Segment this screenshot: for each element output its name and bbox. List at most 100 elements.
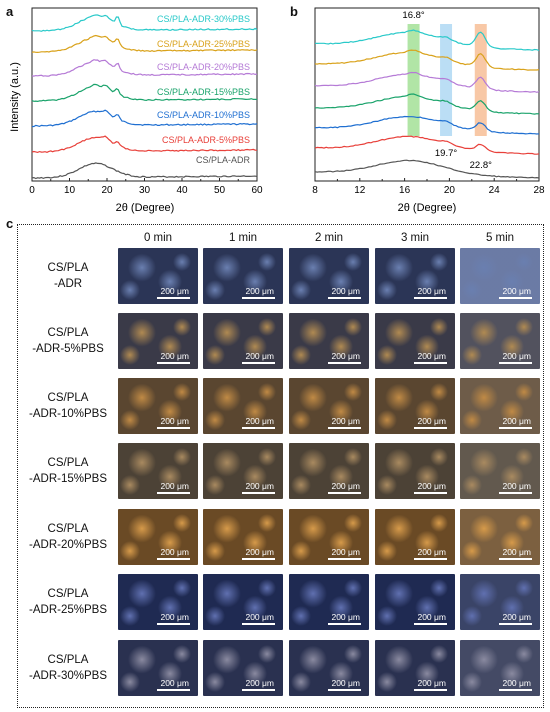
micrograph-image: 200 μm (460, 640, 540, 696)
micrograph-image: 200 μm (118, 443, 198, 499)
scale-bar (242, 558, 275, 560)
chart-b-series-line (314, 159, 540, 179)
column-header: 0 min (143, 232, 173, 244)
scale-bar (242, 623, 275, 625)
scale-bar-label: 200 μm (160, 416, 189, 426)
chart-b-highlight-band (474, 24, 487, 136)
micrograph-image: 200 μm (375, 509, 455, 565)
micrograph-image: 200 μm (375, 640, 455, 696)
micrograph-image: 200 μm (289, 313, 369, 369)
chart-a-legend-label: CS/PLA-ADR-25%PBS (157, 39, 250, 49)
chart-a-series-line (31, 34, 258, 54)
micrograph-image: 200 μm (289, 248, 369, 304)
chart-b-xtick-label: 16 (399, 185, 411, 196)
scale-bar (499, 492, 532, 494)
scale-bar (242, 297, 275, 299)
scale-bar (328, 623, 361, 625)
scale-bar-label: 200 μm (160, 547, 189, 557)
chart-b-series-line (314, 71, 540, 93)
sample-row-label: CS/PLA -ADR-5%PBS (32, 327, 104, 355)
chart-a-xtick-label: 0 (29, 185, 35, 196)
micrograph-image: 200 μm (203, 248, 283, 304)
micrograph-image: 200 μm (375, 378, 455, 434)
scale-bar (328, 689, 361, 691)
scale-bar-label: 200 μm (160, 678, 189, 688)
chart-a-series-line (31, 83, 258, 103)
xrd-chart-b: 8 12 16 20 24 28 16.8° 19.7° 22.8° 2θ (Degree) (312, 7, 545, 214)
scale-bar (242, 362, 275, 364)
micrograph-image: 200 μm (203, 378, 283, 434)
scale-bar (157, 492, 190, 494)
micrograph-image: 200 μm (203, 313, 283, 369)
chart-b-annotation: 19.7° (435, 148, 457, 159)
micrograph-grid-frame (17, 224, 544, 708)
column-header: 3 min (400, 232, 430, 244)
micrograph-image: 200 μm (203, 640, 283, 696)
micrograph-image: 200 μm (203, 574, 283, 630)
scale-bar-label: 200 μm (417, 416, 446, 426)
micrograph-image: 200 μm (460, 574, 540, 630)
chart-a-xlabel: 2θ (Degree) (116, 202, 175, 214)
micrograph-image: 200 μm (460, 378, 540, 434)
scale-bar-label: 200 μm (331, 286, 360, 296)
sample-row-label: CS/PLA -ADR-20%PBS (29, 523, 107, 551)
chart-a-legend-label: CS/PLA-ADR (196, 155, 251, 165)
scale-bar-label: 200 μm (160, 351, 189, 361)
chart-a-ylabel: Intensity (a.u.) (9, 62, 21, 132)
chart-a-legend-label: CS/PLA-ADR-5%PBS (162, 135, 250, 145)
scale-bar (242, 492, 275, 494)
scale-bar-label: 200 μm (245, 612, 274, 622)
chart-b-highlight-band (440, 24, 453, 136)
scale-bar-label: 200 μm (502, 416, 531, 426)
chart-b-series-line (314, 135, 540, 155)
chart-a-legend-label: CS/PLA-ADR-20%PBS (157, 62, 250, 72)
scale-bar (414, 558, 447, 560)
scale-bar (328, 297, 361, 299)
scale-bar-label: 200 μm (331, 612, 360, 622)
scale-bar-label: 200 μm (502, 286, 531, 296)
scale-bar-label: 200 μm (331, 351, 360, 361)
scale-bar (157, 558, 190, 560)
micrograph-image: 200 μm (118, 313, 198, 369)
scale-bar (499, 297, 532, 299)
chart-a-series-line (32, 109, 258, 128)
column-header: 1 min (228, 232, 258, 244)
micrograph-image: 200 μm (375, 248, 455, 304)
micrograph-image: 200 μm (289, 574, 369, 630)
sample-row-label: CS/PLA -ADR-30%PBS (29, 654, 107, 682)
micrograph-image: 200 μm (289, 443, 369, 499)
scale-bar-label: 200 μm (160, 481, 189, 491)
scale-bar (157, 689, 190, 691)
scale-bar (499, 427, 532, 429)
scale-bar (242, 427, 275, 429)
scale-bar (499, 689, 532, 691)
scale-bar-label: 200 μm (417, 547, 446, 557)
scale-bar (414, 297, 447, 299)
scale-bar (328, 492, 361, 494)
column-header: 2 min (314, 232, 344, 244)
chart-b-xtick-label: 12 (354, 185, 366, 196)
chart-b-annotation: 16.8° (402, 10, 424, 21)
scale-bar-label: 200 μm (502, 612, 531, 622)
chart-a-xtick-label: 10 (64, 185, 76, 196)
chart-a-legend-label: CS/PLA-ADR-30%PBS (157, 14, 250, 24)
scale-bar (414, 492, 447, 494)
scale-bar (157, 623, 190, 625)
sample-row-label: CS/PLA -ADR (47, 262, 89, 290)
micrograph-image: 200 μm (203, 443, 283, 499)
scale-bar (157, 297, 190, 299)
scale-bar-label: 200 μm (245, 351, 274, 361)
column-header: 5 min (485, 232, 515, 244)
sample-row-label: CS/PLA -ADR-10%PBS (29, 392, 107, 420)
chart-a-series-line (31, 135, 258, 154)
scale-bar-label: 200 μm (502, 678, 531, 688)
panel-b-letter: b (290, 4, 298, 19)
scale-bar-label: 200 μm (160, 286, 189, 296)
chart-a-xtick-label: 40 (176, 185, 188, 196)
micrograph-image: 200 μm (375, 313, 455, 369)
scale-bar-label: 200 μm (245, 547, 274, 557)
chart-a-xtick-label: 30 (139, 185, 151, 196)
scale-bar-label: 200 μm (417, 286, 446, 296)
micrograph-image: 200 μm (118, 574, 198, 630)
scale-bar-label: 200 μm (331, 678, 360, 688)
